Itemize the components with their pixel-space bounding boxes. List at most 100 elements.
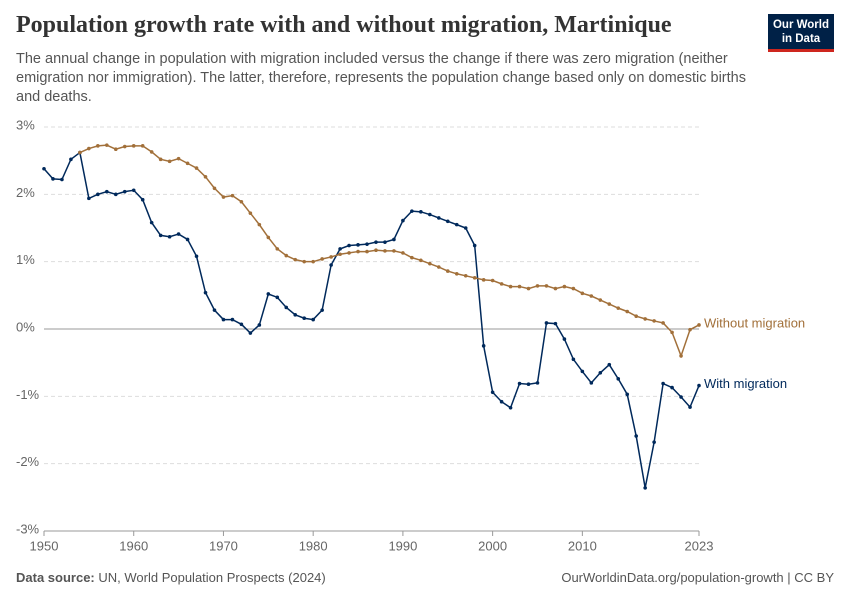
point: [329, 263, 333, 267]
x-tick-label: 1960: [119, 538, 148, 553]
x-tick-label: 1950: [30, 538, 59, 553]
point: [87, 146, 91, 151]
point: [607, 302, 612, 306]
point: [113, 192, 118, 197]
point: [248, 331, 253, 335]
point: [239, 199, 244, 204]
point: [248, 211, 253, 215]
point: [428, 261, 432, 266]
point: [203, 290, 208, 295]
point: [230, 317, 235, 322]
point: [239, 322, 244, 327]
point: [275, 295, 280, 300]
point: [401, 218, 405, 223]
point: [221, 317, 226, 322]
point: [230, 193, 235, 198]
footer-link[interactable]: OurWorldinData.org/population-growth | C…: [561, 570, 834, 585]
point: [176, 232, 181, 236]
point: [51, 177, 55, 181]
point: [383, 249, 387, 253]
point: [320, 257, 324, 261]
logo-line: in Data: [781, 33, 821, 45]
point: [293, 313, 298, 317]
point: [105, 189, 109, 194]
point: [508, 284, 513, 289]
point: [445, 219, 450, 224]
point: [338, 247, 342, 251]
point: [535, 381, 540, 385]
point: [419, 258, 423, 263]
point: [176, 156, 181, 161]
series-label: With migration: [704, 376, 787, 391]
point: [105, 143, 109, 147]
point: [266, 235, 271, 240]
point: [194, 166, 199, 170]
logo[interactable]: Our World in Data: [768, 14, 834, 52]
point: [365, 242, 369, 246]
x-tick-label: 2000: [478, 538, 507, 553]
point: [167, 159, 172, 164]
logo-line: Our World: [772, 19, 829, 31]
point: [140, 144, 145, 148]
point: [383, 240, 387, 244]
point: [78, 150, 82, 155]
point: [571, 357, 576, 362]
x-tick-label: 2010: [568, 538, 597, 553]
point: [96, 144, 100, 148]
series-line: [43, 151, 700, 489]
point: [535, 284, 540, 288]
point: [598, 298, 603, 302]
point: [329, 255, 333, 259]
source-label: Data source:: [16, 570, 95, 585]
point: [652, 440, 656, 444]
point: [499, 282, 504, 286]
point: [643, 317, 647, 321]
point: [625, 392, 630, 397]
point: [508, 405, 513, 410]
point: [553, 286, 558, 291]
point: [436, 216, 441, 220]
point: [320, 308, 324, 312]
point: [194, 254, 199, 259]
y-tick-label: 1%: [16, 252, 35, 267]
point: [670, 330, 674, 335]
point: [634, 314, 638, 319]
point: [410, 209, 414, 213]
point: [60, 177, 64, 182]
point: [607, 362, 612, 367]
point: [356, 243, 360, 247]
point: [571, 286, 576, 291]
point: [652, 319, 656, 323]
point: [293, 257, 298, 262]
point: [311, 317, 315, 322]
point: [392, 237, 396, 242]
point: [463, 274, 468, 278]
point: [257, 222, 262, 227]
point: [562, 337, 567, 341]
point: [454, 271, 459, 276]
point: [203, 175, 208, 179]
point: [311, 259, 315, 264]
chart-subtitle: The annual change in population with mig…: [16, 51, 746, 105]
point: [131, 188, 136, 193]
x-tick-label: 1970: [209, 538, 238, 553]
point: [688, 405, 692, 409]
point: [365, 249, 369, 254]
point: [266, 292, 271, 296]
point: [410, 255, 414, 260]
point: [275, 247, 280, 251]
point: [284, 253, 289, 258]
point: [517, 284, 522, 289]
point: [158, 157, 163, 162]
point: [580, 291, 585, 296]
point: [661, 381, 665, 386]
point: [562, 284, 567, 289]
point: [87, 196, 91, 201]
point: [69, 157, 73, 162]
point: [481, 278, 486, 282]
point: [347, 243, 351, 248]
point: [661, 321, 665, 325]
point: [158, 233, 163, 238]
point: [436, 265, 441, 269]
